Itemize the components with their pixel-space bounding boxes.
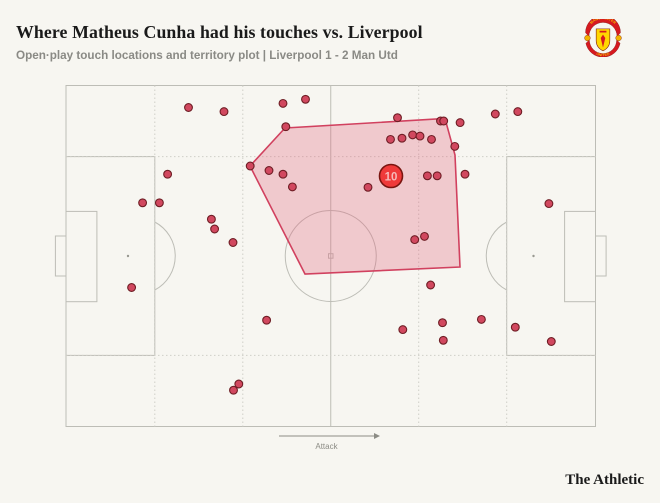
svg-text:Attack: Attack [315, 442, 338, 451]
svg-text:10: 10 [385, 172, 398, 184]
